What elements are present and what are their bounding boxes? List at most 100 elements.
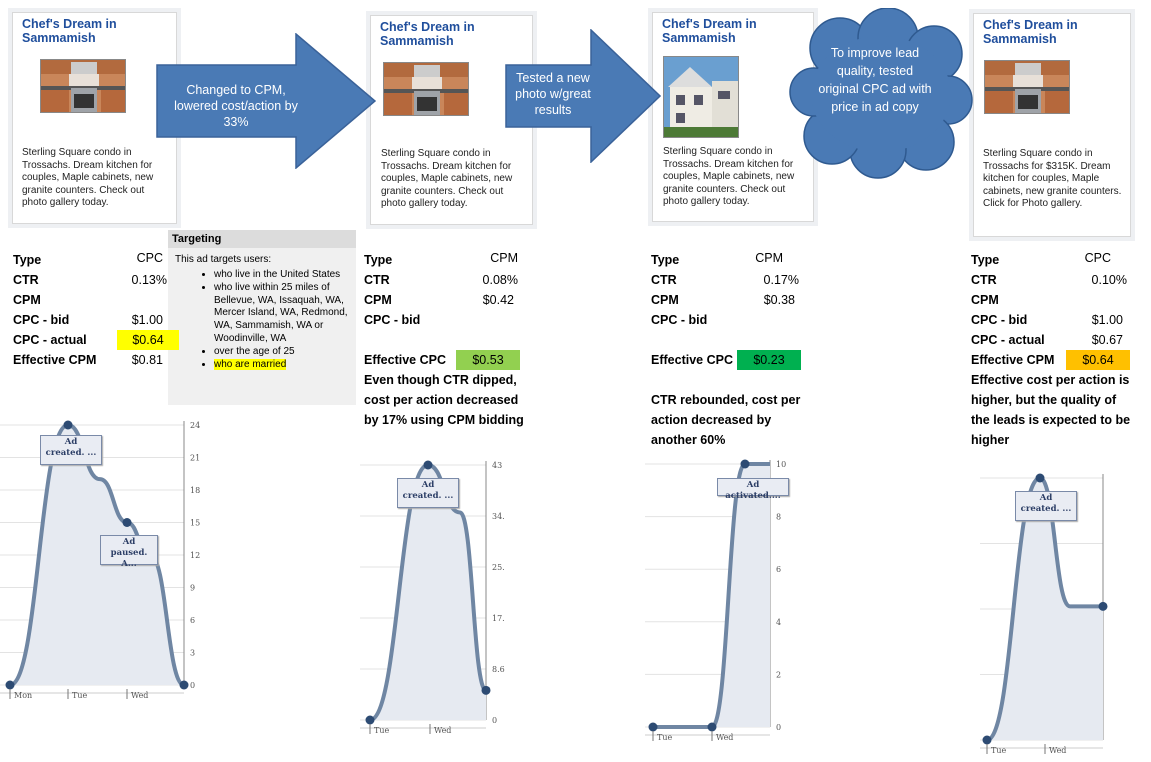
stat-value: $0.38 <box>763 293 795 307</box>
chart-annotation: Ad created. ... <box>40 435 102 465</box>
stat-label: CPM <box>13 293 41 307</box>
y-tick-label: 0 <box>776 723 781 732</box>
stat-label: CPM <box>971 293 999 307</box>
activity-chart-2: 0 8.6 17. 25. 34. 43 Tue Wed <box>360 460 505 735</box>
activity-chart-3: 0 2 4 6 8 10 Tue Wed <box>645 459 786 742</box>
ad-card-1: Chef's Dream in Sammamish Sterling Squar… <box>12 12 177 224</box>
y-tick-label: 10 <box>776 460 786 469</box>
data-point <box>648 722 658 732</box>
x-tick-label: Tue <box>72 691 87 700</box>
ad-description: Sterling Square condo in Trossachs. Drea… <box>663 146 795 208</box>
stat-value-highlight: $0.64 <box>117 330 179 350</box>
stat-value: $0.67 <box>1091 333 1123 347</box>
y-tick-label: 3 <box>190 649 195 658</box>
y-tick-label: 15 <box>190 519 200 528</box>
y-tick-label: 34. <box>492 512 505 521</box>
stat-label: CPC - bid <box>364 313 421 327</box>
ad-title: Chef's Dream in Sammamish <box>983 18 1078 46</box>
targeting-item: who are married <box>214 358 356 372</box>
stat-value: $1.00 <box>131 313 163 327</box>
stat-label: CPC - bid <box>971 313 1028 327</box>
series-line <box>9 422 185 687</box>
chart-annotation: Ad activated.... <box>717 478 789 501</box>
targeting-item: over the age of 25 <box>214 346 356 359</box>
y-tick-label: 8 <box>776 513 781 522</box>
data-point <box>707 722 717 732</box>
chart-annotation: Ad paused. A... <box>100 535 158 569</box>
data-point <box>982 735 992 745</box>
x-tick-label: Mon <box>14 691 32 700</box>
area-fill <box>370 465 486 720</box>
x-tick-label: Wed <box>716 733 733 742</box>
kitchen-photo <box>984 60 1070 114</box>
cloud-text: To improve lead quality, tested original… <box>818 46 932 114</box>
x-tick-label: Wed <box>1049 746 1066 755</box>
area-fill <box>10 425 184 685</box>
arrow-1-text: Changed to CPM, lowered cost/action by 3… <box>174 83 298 129</box>
stat-label: Type <box>971 253 1000 267</box>
stat-label: CPM <box>651 293 679 307</box>
data-point <box>122 518 132 527</box>
y-tick-label: 6 <box>190 616 195 625</box>
x-tick-label: Tue <box>991 746 1006 755</box>
x-tick-label: Wed <box>434 726 451 735</box>
data-point <box>1035 473 1045 483</box>
ad-description: Sterling Square condo in Trossachs for $… <box>983 148 1122 210</box>
house-exterior-photo <box>663 56 739 138</box>
ad-title: Chef's Dream in Sammamish <box>22 17 117 45</box>
chart-annotation: Ad created. ... <box>1015 491 1077 521</box>
targeting-item: who live within 25 miles of Bellevue, WA… <box>214 282 356 346</box>
area-fill <box>987 478 1103 740</box>
y-tick-label: 0 <box>492 716 497 725</box>
stat-value: CPC <box>1084 251 1111 265</box>
x-tick-label: Tue <box>657 733 672 742</box>
targeting-item-highlight: who are married <box>214 358 287 370</box>
stat-label: CPC - bid <box>13 313 70 327</box>
stats-block-3: Type CPM CTR 0.17% CPM $0.38 CPC - bid E… <box>651 250 811 450</box>
y-tick-label: 43 <box>492 461 502 470</box>
ad-card-2: Chef's Dream in Sammamish Sterling Squar… <box>370 15 533 225</box>
y-tick-label: 6 <box>776 565 781 574</box>
stat-value: 0.17% <box>763 273 799 287</box>
ad-description: Sterling Square condo in Trossachs. Drea… <box>381 148 513 210</box>
activity-chart-1: 0 3 6 9 12 15 18 21 24 Mon Tue Wed <box>0 420 200 700</box>
stat-label: Type <box>13 253 42 267</box>
targeting-item: who live in the United States <box>214 269 356 282</box>
stats-block-2: Type CPM CTR 0.08% CPM $0.42 CPC - bid E… <box>364 250 534 450</box>
stats-block-1: Type CPC CTR 0.13% CPM CPC - bid $1.00 C… <box>13 250 179 375</box>
stats-note: Even though CTR dipped, cost per action … <box>364 373 524 427</box>
stats-block-4: Type CPC CTR 0.10% CPM CPC - bid $1.00 C… <box>971 250 1131 450</box>
y-tick-label: 4 <box>776 618 781 627</box>
stat-label: Effective CPM <box>13 353 97 367</box>
stat-label: CPC - actual <box>13 333 87 347</box>
targeting-list: who live in the United States who live w… <box>168 269 356 371</box>
stat-label: CPC - bid <box>651 313 708 327</box>
data-point <box>63 420 73 430</box>
ad-description: Sterling Square condo in Trossachs. Drea… <box>22 147 154 209</box>
stat-label: Effective CPM <box>971 353 1055 367</box>
stat-label: CTR <box>971 273 997 287</box>
stat-value: CPC <box>136 251 163 265</box>
activity-chart-4: Tue Wed <box>980 473 1108 755</box>
data-point <box>1098 601 1108 611</box>
y-tick-label: 9 <box>190 584 195 593</box>
stats-note: Effective cost per action is higher, but… <box>971 373 1131 447</box>
ad-card-4: Chef's Dream in Sammamish Sterling Squar… <box>973 13 1131 237</box>
stat-label: Effective CPC <box>364 353 446 367</box>
kitchen-photo <box>40 59 126 113</box>
chart-annotation: Ad created. ... <box>397 478 459 508</box>
stat-label: CPM <box>364 293 392 307</box>
data-point <box>179 680 189 690</box>
targeting-intro: This ad targets users: <box>175 254 272 265</box>
y-tick-label: 2 <box>776 670 781 679</box>
y-tick-label: 0 <box>190 681 195 690</box>
kitchen-photo <box>383 62 469 116</box>
stat-value: 0.13% <box>131 273 167 287</box>
data-point <box>365 715 375 725</box>
targeting-panel: Targeting This ad targets users: who liv… <box>168 230 356 405</box>
area-fill <box>653 464 770 727</box>
y-tick-label: 21 <box>190 454 200 463</box>
stat-label: Type <box>651 253 680 267</box>
stat-value: 0.10% <box>1091 273 1127 287</box>
stats-note: CTR rebounded, cost per action decreased… <box>651 393 801 447</box>
